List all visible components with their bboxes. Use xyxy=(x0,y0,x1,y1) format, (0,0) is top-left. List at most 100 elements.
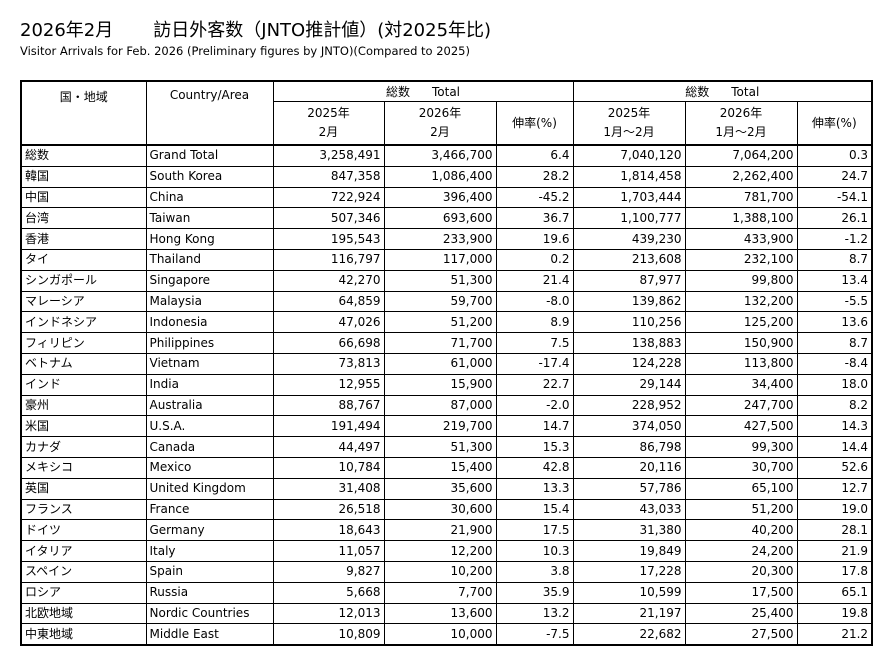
group-sub: Total xyxy=(731,85,760,99)
table-row: インド India 12,955 15,900 22.7 29,144 34,400 18.0 xyxy=(20,373,873,396)
value-cell: 35,600 xyxy=(383,477,497,500)
value-cell: 10.3 xyxy=(495,540,574,562)
value-cell: 87,977 xyxy=(572,269,686,292)
label-cell: 韓国 xyxy=(20,165,147,188)
header-line: 1月～2月 xyxy=(603,125,655,139)
header-cell: 伸率(%) xyxy=(796,101,873,146)
value-cell: 51,200 xyxy=(684,498,798,521)
label-cell: 豪州 xyxy=(20,394,147,417)
label-cell: 台湾 xyxy=(20,207,147,230)
table-row: タイ Thailand 116,797 117,000 0.2 213,608 232,10… xyxy=(20,248,873,271)
label-cell: Malaysia xyxy=(145,290,274,313)
value-cell: 3,466,700 xyxy=(383,144,497,167)
label-cell: Australia xyxy=(145,394,274,417)
label-cell: U.S.A. xyxy=(145,415,274,438)
label-cell: ベトナム xyxy=(20,352,147,375)
value-cell: 21,900 xyxy=(383,519,497,542)
label-cell: United Kingdom xyxy=(145,477,274,500)
table-row: マレーシア Malaysia 64,859 59,700 -8.0 139,862 132,… xyxy=(20,290,873,313)
value-cell: 374,050 xyxy=(572,415,686,438)
label-cell: India xyxy=(145,373,274,396)
table-row: 米国 U.S.A. 191,494 219,700 14.7 374,050 427,500… xyxy=(20,415,873,438)
value-cell: -7.5 xyxy=(495,623,574,646)
table-row: 台湾 Taiwan 507,346 693,600 36.7 1,100,777 1,388… xyxy=(20,207,873,230)
arrivals-table: 国・地域 Country/Area 総数 Total 総数 Total 2025年 2… xyxy=(20,80,874,647)
label-cell: シンガポール xyxy=(20,269,147,292)
value-cell: 14.3 xyxy=(796,415,873,438)
value-cell: 20,300 xyxy=(684,560,798,583)
header-cell: 2026年 1月～2月 xyxy=(684,101,798,146)
value-cell: 42.8 xyxy=(495,456,574,479)
table-head: 国・地域 Country/Area 総数 Total 総数 Total 2025年 2… xyxy=(20,80,873,146)
label-cell: 香港 xyxy=(20,228,147,250)
value-cell: 17,228 xyxy=(572,560,686,583)
value-cell: 15.3 xyxy=(495,436,574,458)
group-sub: Total xyxy=(431,85,461,99)
value-cell: 8.9 xyxy=(495,311,574,334)
header-line: 2026年 xyxy=(719,106,763,120)
value-cell: 17.8 xyxy=(796,560,873,583)
label-cell: China xyxy=(145,186,274,209)
value-cell: 27,500 xyxy=(684,623,798,646)
label-cell: Spain xyxy=(145,560,274,583)
value-cell: 20,116 xyxy=(572,456,686,479)
value-cell: 52.6 xyxy=(796,456,873,479)
header-cell: 2026年 2月 xyxy=(383,101,497,146)
label-cell: Philippines xyxy=(145,332,274,354)
value-cell: 71,700 xyxy=(383,332,497,354)
value-cell: 5,668 xyxy=(272,581,385,604)
header-line: 2025年 xyxy=(607,106,651,120)
value-cell: 25,400 xyxy=(684,602,798,625)
value-cell: 21.4 xyxy=(495,269,574,292)
value-cell: 1,100,777 xyxy=(572,207,686,230)
value-cell: 99,300 xyxy=(684,436,798,458)
table-row: 中東地域 Middle East 10,809 10,000 -7.5 22,682 27,… xyxy=(20,623,873,646)
table-row: カナダ Canada 44,497 51,300 15.3 86,798 99,300 14.… xyxy=(20,436,873,458)
label-cell: Hong Kong xyxy=(145,228,274,250)
value-cell: -8.4 xyxy=(796,352,873,375)
table-row: 豪州 Australia 88,767 87,000 -2.0 228,952 247,70… xyxy=(20,394,873,417)
value-cell: 6.4 xyxy=(495,144,574,167)
value-cell: 7,040,120 xyxy=(572,144,686,167)
value-cell: 86,798 xyxy=(572,436,686,458)
value-cell: 12.7 xyxy=(796,477,873,500)
header-line: 2月 xyxy=(430,125,450,139)
value-cell: 31,408 xyxy=(272,477,385,500)
label-cell: スペイン xyxy=(20,560,147,583)
value-cell: 18.0 xyxy=(796,373,873,396)
value-cell: 10,200 xyxy=(383,560,497,583)
label-cell: インドネシア xyxy=(20,311,147,334)
value-cell: 3,258,491 xyxy=(272,144,385,167)
value-cell: 22.7 xyxy=(495,373,574,396)
value-cell: 21.9 xyxy=(796,540,873,562)
value-cell: 507,346 xyxy=(272,207,385,230)
value-cell: 26.1 xyxy=(796,207,873,230)
value-cell: 59,700 xyxy=(383,290,497,313)
value-cell: 233,900 xyxy=(383,228,497,250)
value-cell: 213,608 xyxy=(572,248,686,271)
label-cell: フィリピン xyxy=(20,332,147,354)
value-cell: 219,700 xyxy=(383,415,497,438)
value-cell: 8.7 xyxy=(796,332,873,354)
value-cell: 61,000 xyxy=(383,352,497,375)
label-cell: Russia xyxy=(145,581,274,604)
title-main: 訪日外客数（JNTO推計値）(対2025年比) xyxy=(153,20,492,41)
value-cell: 30,700 xyxy=(684,456,798,479)
value-cell: -45.2 xyxy=(495,186,574,209)
header-cell: 2025年 2月 xyxy=(272,101,385,146)
label-cell: メキシコ xyxy=(20,456,147,479)
label-cell: イタリア xyxy=(20,540,147,562)
value-cell: 42,270 xyxy=(272,269,385,292)
table-row: スペイン Spain 9,827 10,200 3.8 17,228 20,300 17.8 xyxy=(20,560,873,583)
value-cell: 31,380 xyxy=(572,519,686,542)
value-cell: 13.2 xyxy=(495,602,574,625)
value-cell: 13,600 xyxy=(383,602,497,625)
value-cell: 110,256 xyxy=(572,311,686,334)
header-cell: 伸率(%) xyxy=(495,101,574,146)
label-cell: Thailand xyxy=(145,248,274,271)
header-line: 2025年 xyxy=(307,106,350,120)
header-group: 総数 Total xyxy=(572,80,873,102)
value-cell: 13.4 xyxy=(796,269,873,292)
value-cell: 10,784 xyxy=(272,456,385,479)
value-cell: 28.1 xyxy=(796,519,873,542)
